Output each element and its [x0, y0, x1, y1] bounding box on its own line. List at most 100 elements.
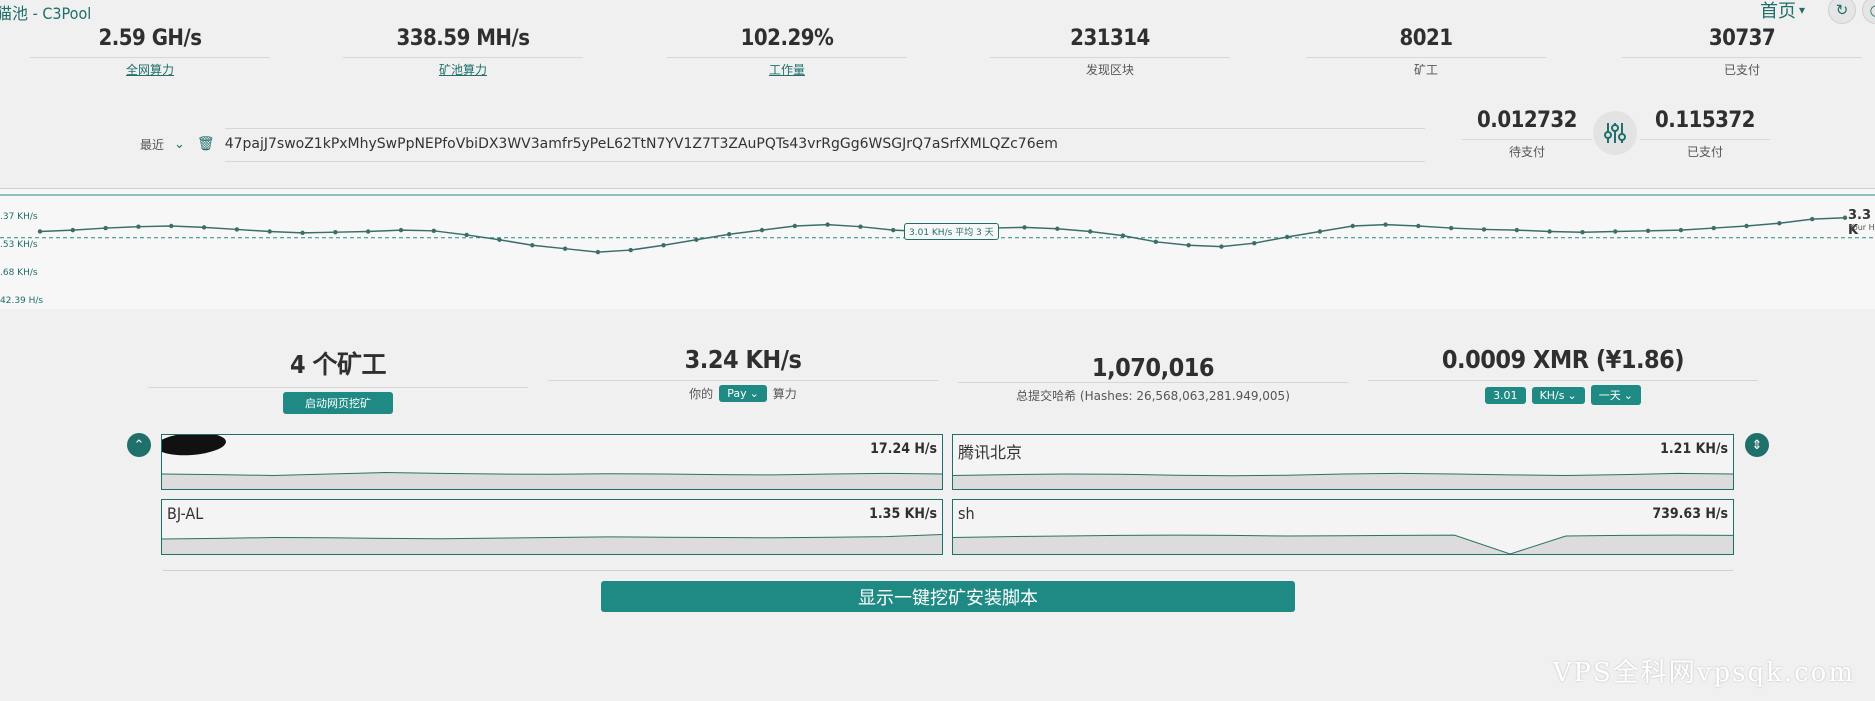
hashes-label: 总提交哈希 (Hashes: 26,568,063,281.949,005)	[1016, 389, 1290, 403]
history-icon[interactable]: ◷	[1862, 0, 1875, 24]
data-point[interactable]	[1055, 226, 1060, 231]
data-point[interactable]	[497, 237, 502, 242]
start-web-mining-button[interactable]: 启动网页挖矿	[283, 392, 393, 414]
hashrate-chart[interactable]	[0, 188, 1875, 309]
data-point[interactable]	[858, 224, 863, 229]
data-point[interactable]	[628, 247, 633, 253]
data-point[interactable]	[694, 237, 699, 242]
hashrate-summary: 3.24 KH/s 你的 Pay ⌄ 算力	[548, 345, 938, 402]
data-point[interactable]	[1514, 227, 1520, 233]
data-point[interactable]	[464, 232, 469, 238]
stat-label[interactable]: 全网算力	[30, 57, 270, 78]
data-point[interactable]	[1153, 239, 1159, 245]
stat-label[interactable]: 矿池算力	[343, 57, 583, 78]
data-point[interactable]	[1022, 225, 1027, 230]
earn-unit-select[interactable]: KH/s ⌄	[1531, 386, 1585, 404]
data-point[interactable]	[661, 243, 666, 248]
wallet-address[interactable]: 47pajJ7swoZ1kPxMhySwPpNEPfoVbiDX3WV3amfr…	[224, 136, 1058, 152]
home-menu-label[interactable]: 首页	[1759, 1, 1796, 22]
earnings-value: 0.0009 XMR (¥1.86)	[1441, 345, 1685, 374]
data-point[interactable]	[1416, 223, 1421, 229]
data-point[interactable]	[792, 223, 798, 229]
data-point[interactable]	[595, 249, 601, 255]
data-point[interactable]	[1383, 222, 1388, 227]
data-point[interactable]	[103, 225, 108, 231]
earn-unit-value: KH/s	[1539, 388, 1565, 402]
data-point[interactable]	[1317, 229, 1323, 234]
data-point[interactable]	[1711, 225, 1716, 231]
data-point[interactable]	[1678, 227, 1684, 233]
settings-sliders-icon[interactable]	[1593, 111, 1637, 155]
data-point[interactable]	[1219, 244, 1224, 249]
stat-item[interactable]: 338.59 MH/s 矿池算力	[343, 26, 583, 78]
data-point[interactable]	[37, 229, 43, 234]
watermark-text: VPS全科网vpsqk.com	[1552, 658, 1855, 688]
data-point[interactable]	[1120, 233, 1126, 238]
data-point[interactable]	[267, 229, 272, 234]
data-point[interactable]	[726, 232, 732, 237]
earn-amount-input[interactable]: 3.01	[1485, 386, 1526, 404]
data-point[interactable]	[234, 227, 240, 232]
collapse-up-icon[interactable]: ⌃	[127, 433, 151, 457]
data-point[interactable]	[1284, 234, 1290, 240]
current-hashrate-label: 3.3 K	[1848, 208, 1872, 238]
worker-card[interactable]: BJ-AL 1.35 KH/s	[161, 499, 943, 555]
data-point[interactable]	[1809, 216, 1815, 222]
trash-icon[interactable]: 🗑	[196, 136, 215, 152]
chevron-down-icon: ⌄	[1567, 388, 1577, 402]
sparkline-area	[162, 534, 942, 554]
worker-card[interactable]: sh 739.63 H/s	[952, 499, 1734, 555]
data-point[interactable]	[1645, 228, 1651, 234]
earn-period-select[interactable]: 一天 ⌄	[1590, 385, 1641, 405]
data-point[interactable]	[1481, 227, 1487, 232]
brand-title[interactable]: 猫池 - C3Pool	[0, 4, 92, 23]
data-point[interactable]	[759, 227, 765, 233]
sparkline-line	[162, 534, 942, 540]
worker-card[interactable]: 腾讯北京 1.21 KH/s	[952, 434, 1734, 490]
chevron-down-icon[interactable]: ⌄	[174, 136, 185, 152]
pay-select-value: Pay	[727, 387, 747, 400]
worker-name: sh	[958, 504, 975, 523]
data-point[interactable]	[530, 243, 535, 248]
data-point[interactable]	[431, 228, 437, 234]
expand-toggle-icon[interactable]: ⇕	[1745, 433, 1769, 457]
data-point[interactable]	[1613, 229, 1618, 234]
worker-sparkline	[162, 471, 942, 489]
data-point[interactable]	[562, 246, 568, 251]
data-point[interactable]	[1087, 229, 1093, 234]
stat-label[interactable]: 工作量	[667, 57, 907, 78]
sparkline-area	[953, 535, 1733, 554]
data-point[interactable]	[1350, 223, 1355, 229]
data-point[interactable]	[136, 224, 141, 229]
hashrate-chart-svg	[0, 194, 1875, 255]
data-point[interactable]	[1547, 229, 1552, 234]
recent-label[interactable]: 最近	[140, 137, 165, 152]
earnings-summary: 0.0009 XMR (¥1.86) 3.01 KH/s ⌄ 一天 ⌄	[1368, 345, 1758, 405]
data-point[interactable]	[70, 227, 76, 233]
data-point[interactable]	[1777, 221, 1782, 226]
data-point[interactable]	[1580, 229, 1585, 235]
chevron-down-icon: ▾	[1798, 3, 1805, 17]
data-point[interactable]	[1448, 225, 1454, 231]
data-point[interactable]	[1252, 240, 1257, 246]
home-menu[interactable]: 首页 ▾	[1760, 0, 1805, 23]
data-point[interactable]	[333, 229, 338, 235]
data-point[interactable]	[398, 227, 404, 233]
data-point[interactable]	[1186, 243, 1191, 248]
hashes-value: 1,070,016	[1091, 353, 1215, 382]
data-point[interactable]	[201, 225, 207, 230]
data-point[interactable]	[891, 227, 896, 233]
data-point[interactable]	[825, 222, 830, 227]
data-point[interactable]	[1842, 215, 1848, 220]
stat-item[interactable]: 2.59 GH/s 全网算力	[30, 26, 270, 78]
show-install-script-button[interactable]: 显示一键挖矿安装脚本	[601, 581, 1295, 612]
worker-card[interactable]: 17.24 H/s	[161, 434, 943, 490]
paid-label: 已支付	[1640, 139, 1770, 160]
refresh-icon[interactable]: ↻	[1828, 0, 1856, 24]
data-point[interactable]	[1744, 223, 1749, 229]
data-point[interactable]	[365, 229, 371, 234]
pay-select[interactable]: Pay ⌄	[719, 385, 767, 402]
stat-item[interactable]: 102.29% 工作量	[667, 26, 907, 78]
data-point[interactable]	[169, 223, 174, 229]
data-point[interactable]	[300, 230, 305, 236]
